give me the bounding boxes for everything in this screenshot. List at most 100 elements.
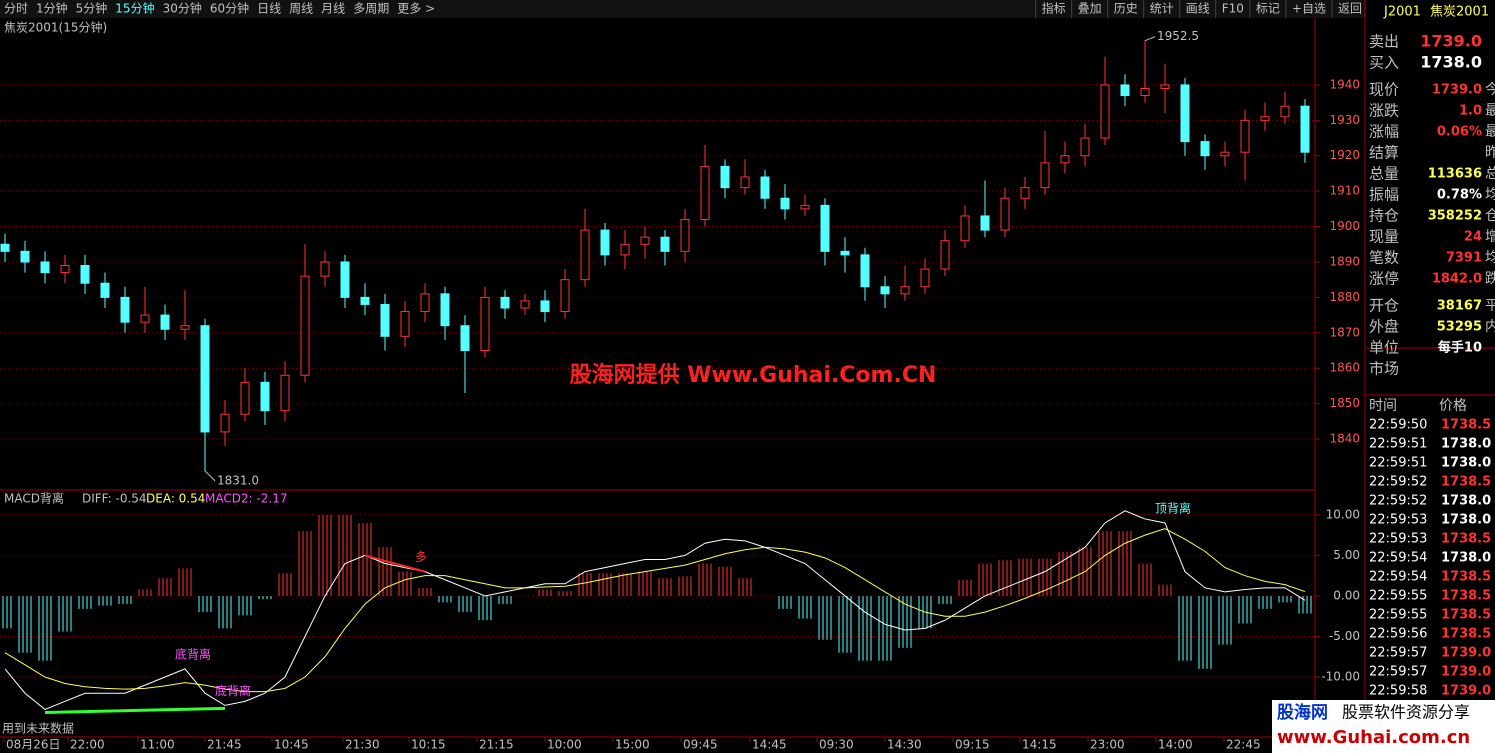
quote-label-2: 平 bbox=[1485, 298, 1495, 314]
quote-value: 1842.0 bbox=[1432, 272, 1482, 287]
candle-body bbox=[240, 381, 250, 415]
quote-label: 涨幅 bbox=[1369, 123, 1399, 141]
x-tick-label: 14:45 bbox=[752, 738, 787, 752]
y-tick-label: 0.00 bbox=[1333, 588, 1360, 602]
toolbar-button[interactable]: 指标 bbox=[1042, 1, 1066, 16]
tick-time: 22:59:54 bbox=[1369, 551, 1427, 566]
signal-line bbox=[364, 554, 426, 573]
period-tab[interactable]: 5分钟 bbox=[76, 1, 108, 16]
tick-price: 1738.5 bbox=[1441, 589, 1491, 604]
period-tab[interactable]: 30分钟 bbox=[163, 1, 202, 16]
candle-body bbox=[180, 325, 190, 330]
candle-body bbox=[540, 300, 550, 313]
candle-body bbox=[1040, 162, 1050, 189]
period-tab[interactable]: 周线 bbox=[289, 2, 313, 16]
tick-price: 1738.0 bbox=[1441, 551, 1491, 566]
x-tick-label: 14:00 bbox=[1158, 738, 1193, 752]
logo-box bbox=[1272, 700, 1495, 753]
annotation: 底背离 bbox=[175, 646, 211, 661]
x-tick-label: 21:45 bbox=[207, 738, 242, 752]
candle-body bbox=[700, 165, 710, 220]
toolbar-button[interactable]: 历史 bbox=[1114, 2, 1138, 16]
quote-value: 0.78% bbox=[1437, 188, 1482, 203]
y-tick-label: 1840 bbox=[1329, 432, 1360, 446]
toolbar-button[interactable]: 叠加 bbox=[1078, 2, 1102, 16]
candle-body bbox=[500, 296, 510, 309]
candle-body bbox=[480, 296, 490, 351]
quote-label-2: 昨 bbox=[1485, 145, 1495, 161]
tick-price: 1738.0 bbox=[1441, 456, 1491, 471]
candle-body bbox=[1080, 137, 1090, 157]
candle-body bbox=[440, 293, 450, 327]
quote-label-2: 均 bbox=[1485, 187, 1495, 203]
y-tick-label: 1890 bbox=[1329, 254, 1360, 268]
tick-price: 1738.0 bbox=[1441, 437, 1491, 452]
candle-body bbox=[120, 296, 130, 323]
x-tick-label: 14:30 bbox=[887, 738, 922, 752]
x-tick-label: 14:15 bbox=[1022, 738, 1057, 752]
candle-body bbox=[900, 286, 910, 295]
x-tick-label: 10:45 bbox=[274, 738, 309, 752]
candle-body bbox=[760, 176, 770, 199]
x-tick-label: 15:00 bbox=[615, 738, 650, 752]
period-tab[interactable]: 多周期 bbox=[353, 2, 389, 16]
period-tab[interactable]: 15分钟 bbox=[115, 1, 154, 16]
toolbar-button[interactable]: 标记 bbox=[1256, 2, 1280, 16]
quote-value: 1739.0 bbox=[1432, 83, 1482, 98]
toolbar-button[interactable]: +自选 bbox=[1292, 2, 1326, 16]
candle-body bbox=[1260, 116, 1270, 121]
x-tick-label: 09:45 bbox=[683, 738, 718, 752]
footnote: 用到未来数据 bbox=[2, 721, 74, 736]
candle-body bbox=[300, 275, 310, 376]
period-tab[interactable]: 更多 > bbox=[397, 2, 435, 16]
quote-label-2: 增 bbox=[1485, 229, 1495, 245]
quote-label: 外盘 bbox=[1369, 318, 1399, 336]
divergence-line bbox=[44, 706, 226, 714]
quote-label: 买入 bbox=[1369, 54, 1399, 72]
quote-label-2: 仓 bbox=[1485, 208, 1495, 224]
logo-brand: 股海网 bbox=[1277, 702, 1328, 723]
candle-body bbox=[1000, 197, 1010, 231]
candle-body bbox=[720, 165, 730, 189]
candle-body bbox=[260, 381, 270, 412]
candle-body bbox=[680, 218, 690, 252]
period-tab[interactable]: 月线 bbox=[321, 2, 345, 16]
tick-price: 1738.5 bbox=[1441, 627, 1491, 642]
macd-line bbox=[4, 510, 1306, 711]
y-tick-label: -10.00 bbox=[1321, 670, 1360, 684]
quote-name: 焦炭2001 bbox=[1430, 5, 1489, 20]
candle-body bbox=[40, 261, 50, 274]
toolbar-button[interactable]: 统计 bbox=[1150, 2, 1174, 16]
candle-body bbox=[860, 254, 870, 288]
period-tab[interactable]: 60分钟 bbox=[210, 1, 249, 16]
quote-value: 0.06% bbox=[1437, 125, 1482, 140]
period-tab[interactable]: 日线 bbox=[257, 2, 281, 16]
tick-time: 22:59:56 bbox=[1369, 627, 1427, 642]
tick-header: 时间 bbox=[1369, 398, 1397, 414]
candle-body bbox=[1020, 187, 1030, 199]
candle-body bbox=[1280, 105, 1290, 118]
toolbar-button[interactable]: 返回 bbox=[1338, 2, 1362, 16]
y-tick-label: 1920 bbox=[1329, 148, 1360, 162]
candle-body bbox=[1180, 84, 1190, 143]
candle-body bbox=[160, 314, 170, 330]
quote-code: J2001 bbox=[1383, 5, 1421, 20]
period-tab[interactable]: 分时 bbox=[4, 2, 28, 16]
quote-value: 53295 bbox=[1437, 320, 1482, 335]
quote-label-2: 总 bbox=[1485, 166, 1495, 182]
candle-body bbox=[580, 229, 590, 281]
quote-label: 涨停 bbox=[1369, 270, 1399, 288]
candle-body bbox=[100, 282, 110, 298]
candle-body bbox=[840, 250, 850, 256]
quote-value: 7391 bbox=[1446, 251, 1482, 266]
toolbar-button[interactable]: 画线 bbox=[1186, 2, 1210, 16]
x-tick-label: 11:00 bbox=[140, 738, 175, 752]
annotation: 底背离 bbox=[215, 683, 251, 698]
candle-body bbox=[740, 176, 750, 189]
candle-body bbox=[1300, 105, 1310, 153]
candle-body bbox=[140, 314, 150, 323]
period-tab[interactable]: 1分钟 bbox=[36, 1, 68, 16]
quote-label: 卖出 bbox=[1369, 33, 1399, 51]
x-tick-label: 21:30 bbox=[345, 738, 380, 752]
toolbar-button[interactable]: F10 bbox=[1222, 2, 1244, 16]
